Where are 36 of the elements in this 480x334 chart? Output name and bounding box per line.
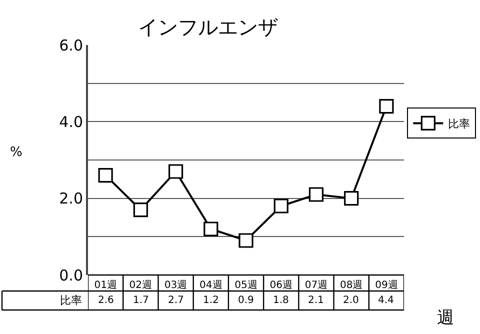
text: 4.4 bbox=[378, 295, 394, 306]
point bbox=[379, 99, 394, 114]
y-axis-title: % bbox=[10, 145, 22, 160]
x-tick-label: 01週 bbox=[94, 280, 117, 291]
text: 2.0 bbox=[343, 295, 359, 306]
point bbox=[344, 191, 359, 206]
x-tick-label: 05週 bbox=[234, 280, 258, 291]
text: 1.2 bbox=[203, 295, 219, 306]
x-tick-label: 04週 bbox=[200, 280, 222, 291]
point bbox=[168, 164, 184, 179]
text: 2.6 bbox=[98, 295, 114, 306]
text: 1.8 bbox=[273, 295, 289, 306]
text: 1.7 bbox=[133, 295, 149, 306]
y-tick-label: 4.0 bbox=[59, 112, 83, 131]
point bbox=[204, 222, 218, 236]
point bbox=[238, 233, 254, 248]
chart-title: インフルエンザ bbox=[138, 15, 278, 39]
text: 0.9 bbox=[238, 295, 254, 306]
x-tick-label: 07週 bbox=[304, 280, 328, 291]
point bbox=[308, 187, 324, 202]
text: 2.7 bbox=[168, 295, 184, 306]
x-axis-title: 週 bbox=[437, 308, 454, 328]
point bbox=[98, 168, 113, 183]
x-tick-label: 08週 bbox=[340, 280, 363, 291]
point bbox=[274, 198, 288, 214]
x-tick-label: 03週 bbox=[164, 280, 188, 291]
legend-label: 比率 bbox=[448, 117, 470, 130]
y-tick-label: 2.0 bbox=[59, 190, 83, 208]
x-tick-label: 02週 bbox=[129, 280, 152, 291]
x-tick-label: 09週 bbox=[375, 280, 398, 291]
point bbox=[133, 202, 148, 218]
x-tick-label: 06週 bbox=[270, 280, 292, 291]
y-tick-label: 0.0 bbox=[59, 266, 83, 284]
text: 比率 bbox=[60, 294, 82, 307]
text: 2.1 bbox=[308, 295, 324, 306]
y-tick-label: 6.0 bbox=[59, 36, 83, 54]
